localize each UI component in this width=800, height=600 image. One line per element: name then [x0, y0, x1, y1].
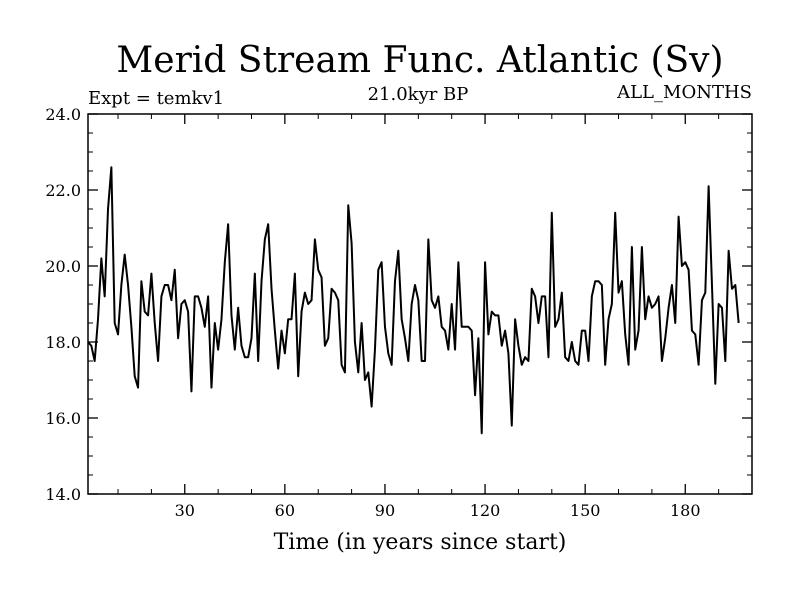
x-tick-label: 60: [275, 501, 295, 520]
x-tick-label: 30: [175, 501, 195, 520]
y-axis: 14.0 16.0 18.0 20.0 22.0 24.0: [45, 105, 752, 504]
y-tick-label: 20.0: [45, 257, 81, 276]
x-tick-label: 90: [375, 501, 395, 520]
series-line: [87, 166, 740, 435]
y-tick-label: 14.0: [45, 485, 81, 504]
x-tick-label: 120: [470, 501, 501, 520]
x-axis: 30 60 90 120 150 180: [117, 114, 720, 520]
x-tick-label: 180: [670, 501, 701, 520]
y-tick-label: 24.0: [45, 105, 81, 124]
period-label: 21.0kyr BP: [368, 84, 469, 105]
experiment-label: Expt = temkv1: [88, 88, 224, 109]
y-tick-label: 18.0: [45, 333, 81, 352]
y-tick-label: 22.0: [45, 181, 81, 200]
months-label: ALL_MONTHS: [616, 82, 752, 103]
chart-title: Merid Stream Func. Atlantic (Sv): [116, 40, 723, 81]
x-tick-label: 150: [570, 501, 601, 520]
plot-frame: [87, 113, 753, 495]
x-axis-label: Time (in years since start): [274, 530, 567, 555]
y-tick-label: 16.0: [45, 409, 81, 428]
